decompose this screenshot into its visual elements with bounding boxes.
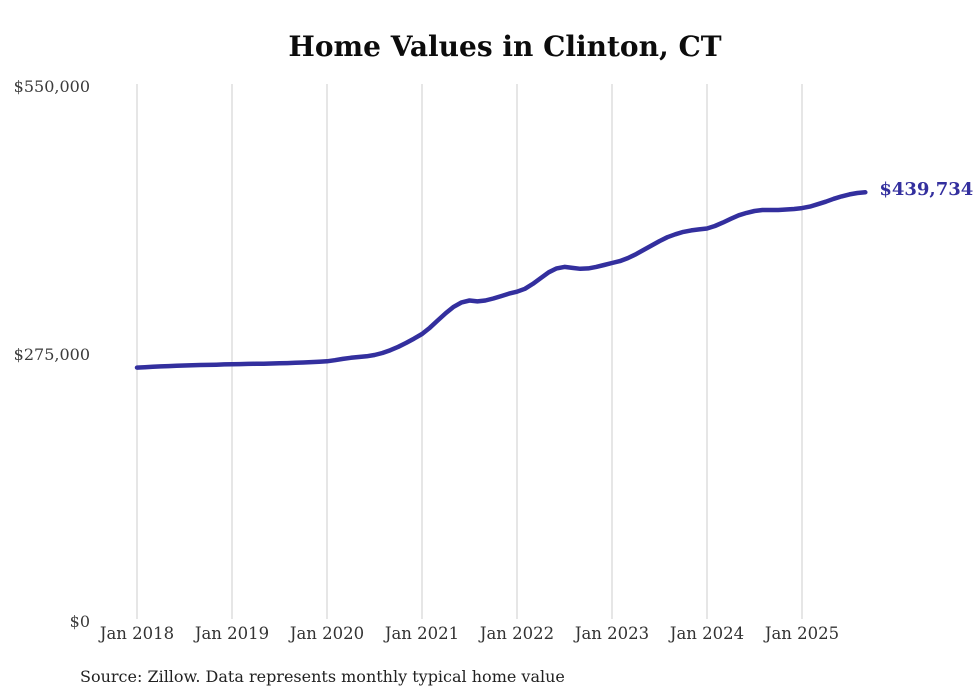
chart-title: Home Values in Clinton, CT — [288, 30, 722, 63]
x-axis-tick-label: Jan 2020 — [289, 624, 365, 643]
x-axis-tick-label: Jan 2024 — [669, 624, 745, 643]
x-axis-tick-label: Jan 2018 — [99, 624, 175, 643]
x-axis-tick-label: Jan 2023 — [574, 624, 650, 643]
home-value-line — [134, 190, 868, 370]
y-axis-tick-label: $275,000 — [13, 344, 90, 364]
y-axis-tick-label: $0 — [69, 612, 90, 631]
source-note: Source: Zillow. Data represents monthly … — [80, 667, 565, 686]
x-axis-tick-label: Jan 2022 — [479, 624, 555, 643]
latest-value-label: $439,734 — [879, 179, 974, 201]
y-axis-tick-label: $550,000 — [13, 77, 90, 96]
x-axis-tick-label: Jan 2021 — [384, 624, 460, 643]
x-axis-tick-label: Jan 2025 — [764, 624, 840, 643]
x-axis-tick-label: Jan 2019 — [194, 624, 270, 643]
